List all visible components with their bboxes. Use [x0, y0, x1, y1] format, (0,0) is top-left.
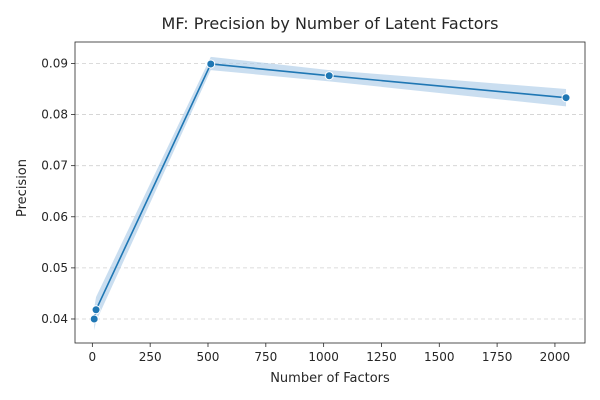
data-point-0-4 [561, 93, 571, 103]
confidence-band-0 [94, 56, 567, 331]
series-lines [93, 63, 567, 320]
series-line-0 [93, 63, 567, 320]
axes-frame [74, 41, 586, 344]
x-tick-label-8: 2000 [540, 350, 571, 364]
x-tick-label-5: 1250 [366, 350, 397, 364]
x-tick-label-2: 500 [197, 350, 220, 364]
y-tick-label-0: 0.04 [41, 312, 68, 326]
y-tick-label-5: 0.09 [41, 56, 68, 70]
x-tick-label-6: 1500 [424, 350, 455, 364]
x-tick-label-4: 1000 [308, 350, 339, 364]
chart-title: MF: Precision by Number of Latent Factor… [162, 14, 499, 33]
data-point-0-0 [89, 314, 99, 324]
y-tick-label-4: 0.08 [41, 108, 68, 122]
x-tick-label-0: 0 [89, 350, 97, 364]
axis-ticks: 0 250 500 750 1000 1250 1500 1750 2000 0.04 0.05 0.… [41, 56, 570, 364]
confidence-bands [94, 56, 567, 331]
data-point-0-3 [324, 71, 334, 81]
y-tick-label-1: 0.05 [41, 261, 68, 275]
y-tick-label-2: 0.06 [41, 210, 68, 224]
x-tick-label-3: 750 [254, 350, 277, 364]
x-tick-label-1: 250 [139, 350, 162, 364]
y-axis-label: Precision [15, 159, 30, 217]
series-markers [89, 59, 571, 324]
x-axis-label: Number of Factors [270, 371, 390, 386]
y-tick-label-3: 0.07 [41, 159, 68, 173]
data-point-0-2 [206, 59, 216, 69]
data-point-0-1 [91, 305, 101, 315]
x-tick-label-7: 1750 [482, 350, 513, 364]
plot-frame [74, 41, 586, 344]
